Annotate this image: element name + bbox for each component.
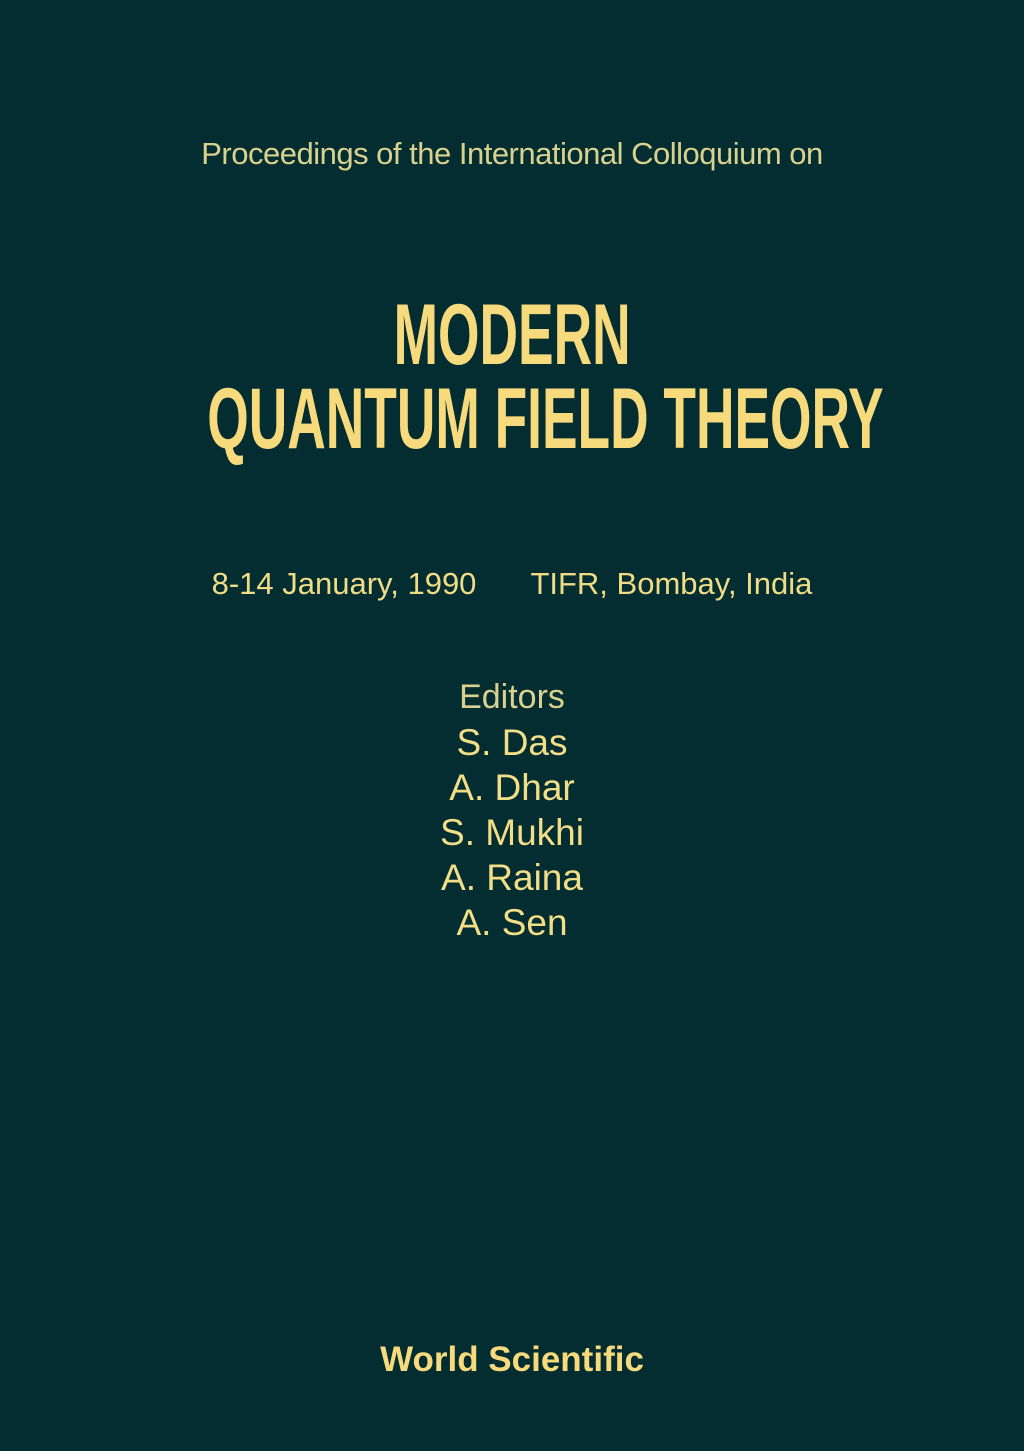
editor-name: A. Dhar bbox=[449, 767, 575, 808]
title-line-2-text: QUANTUM FIELD THEORY bbox=[207, 371, 884, 467]
conference-venue: TIFR, Bombay, India bbox=[530, 566, 813, 601]
conference-info: 8-14 January, 1990 TIFR, Bombay, India bbox=[0, 566, 1024, 602]
conference-dates: 8-14 January, 1990 bbox=[211, 566, 477, 601]
editor-name: A. Sen bbox=[456, 902, 568, 943]
title-line-1: MODERN bbox=[0, 292, 1024, 378]
series-line: Proceedings of the International Colloqu… bbox=[201, 136, 823, 171]
title-line-1-text: MODERN bbox=[393, 287, 631, 383]
editor-name: A. Raina bbox=[441, 857, 583, 898]
publisher-name: World Scientific bbox=[380, 1340, 644, 1379]
editors-label: Editors bbox=[459, 678, 565, 716]
editor-name: S. Mukhi bbox=[440, 812, 584, 853]
title-line-2: QUANTUM FIELD THEORY bbox=[0, 376, 1024, 462]
editor-name: S. Das bbox=[456, 722, 568, 763]
